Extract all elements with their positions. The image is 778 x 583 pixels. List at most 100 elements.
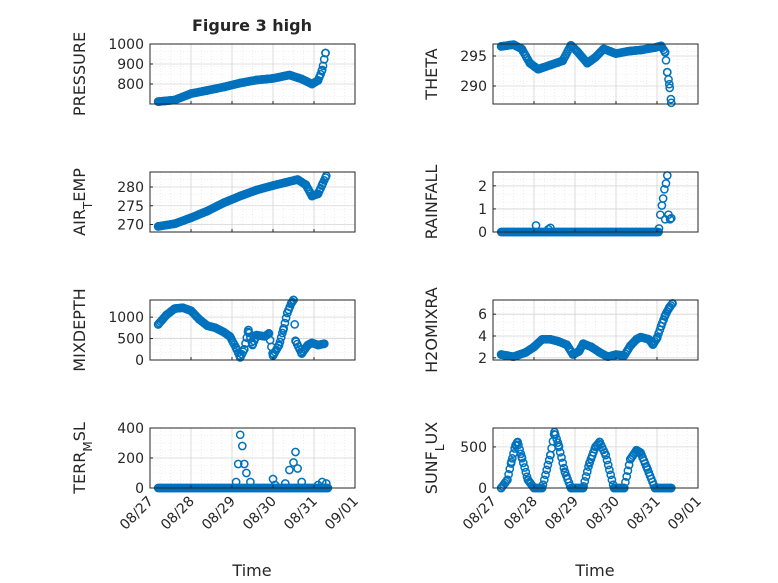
y-tick-label: 200 — [117, 451, 144, 467]
x-tick-label: 08/29 — [199, 494, 239, 534]
axes-box — [149, 299, 356, 361]
data-point — [525, 58, 535, 68]
data-point — [622, 472, 632, 481]
data-point — [283, 308, 292, 318]
data-point — [313, 76, 323, 85]
data-point — [235, 191, 245, 201]
data-point — [531, 221, 541, 230]
data-point — [235, 430, 245, 440]
data-point — [623, 466, 633, 476]
data-point — [321, 48, 330, 58]
data-point — [605, 465, 614, 475]
x-axis-label-left: Time — [231, 561, 271, 580]
data-point — [290, 320, 300, 329]
data-point — [665, 83, 675, 93]
data-point — [520, 463, 529, 472]
data-point — [153, 222, 163, 231]
data-point — [244, 325, 253, 335]
axes-box — [492, 171, 699, 233]
subplot-theta: 290 295 THETA — [422, 40, 699, 108]
data-point — [603, 460, 613, 470]
data-point — [578, 339, 588, 348]
data-point — [558, 458, 568, 468]
data-point — [317, 477, 327, 487]
y-tick-label: 2 — [478, 351, 487, 367]
data-point — [666, 98, 676, 108]
y-tick-label: 1 — [478, 202, 487, 218]
data-point — [162, 310, 171, 320]
data-point — [601, 450, 611, 460]
data-point — [666, 94, 676, 104]
data-point — [648, 340, 658, 350]
axes-box — [149, 43, 356, 105]
data-point — [523, 475, 533, 485]
data-point — [626, 341, 635, 351]
data-point — [657, 201, 667, 210]
data-point — [602, 455, 612, 465]
data-point — [518, 458, 528, 468]
data-point — [606, 470, 616, 480]
data-point — [203, 86, 212, 95]
y-tick-label: 0 — [478, 481, 487, 497]
data-point — [546, 334, 555, 344]
data-point — [285, 70, 294, 80]
data-point — [231, 477, 241, 487]
y-tick-label: 275 — [117, 199, 144, 215]
data-point — [544, 455, 554, 465]
x-tick-label: 08/28 — [158, 494, 198, 534]
y-tick-label: 4 — [478, 329, 487, 345]
y-tick-label: 500 — [460, 440, 487, 456]
data-point — [623, 46, 633, 56]
data-point — [595, 437, 604, 447]
data-point — [297, 74, 307, 84]
data-point — [496, 350, 506, 359]
data-point — [285, 465, 294, 475]
data-point — [656, 321, 666, 331]
data-point — [599, 44, 609, 54]
data-point — [278, 325, 288, 335]
x-tick-label: 08/29 — [542, 494, 582, 534]
data-point — [317, 65, 327, 75]
y-tick-label: 800 — [117, 77, 144, 93]
data-point — [237, 441, 247, 451]
data-point — [591, 52, 600, 62]
subplot-h2omixra: 2 4 6 H2OMIXRA — [422, 287, 699, 373]
data-point — [153, 97, 163, 106]
data-point — [560, 467, 570, 476]
data-point — [194, 314, 204, 324]
data-point — [291, 447, 300, 457]
y-tick-label: 1000 — [108, 310, 144, 326]
data-point — [521, 467, 531, 477]
y-tick-label: 400 — [117, 421, 144, 437]
axes-box — [492, 427, 699, 489]
data-point — [239, 459, 249, 469]
data-point — [276, 333, 286, 342]
x-axis-label-right: Time — [574, 561, 614, 580]
data-point — [186, 213, 196, 223]
data-point — [581, 472, 591, 481]
x-tick-label: 08/31 — [624, 494, 664, 534]
data-point — [660, 48, 670, 57]
data-point — [219, 82, 229, 92]
data-point — [539, 475, 549, 485]
data-point — [268, 74, 278, 83]
data-point — [252, 75, 261, 85]
subplot-rainfall: 0 1 2 RAINFALL — [422, 165, 699, 241]
data-point — [587, 342, 596, 352]
data-point — [662, 67, 672, 77]
data-point — [496, 42, 506, 51]
data-point — [186, 89, 196, 98]
data-point — [624, 460, 634, 470]
y-axis-label: MIXDEPTH — [70, 288, 89, 371]
data-point — [270, 480, 280, 490]
y-tick-label: 0 — [135, 353, 144, 369]
y-axis-label: THETA — [422, 48, 441, 100]
data-point — [321, 479, 331, 488]
data-point — [574, 346, 584, 356]
data-point — [546, 450, 555, 460]
data-point — [317, 180, 327, 190]
data-point — [219, 327, 229, 337]
data-point — [666, 213, 676, 223]
data-point — [235, 353, 245, 362]
data-point — [170, 304, 179, 313]
